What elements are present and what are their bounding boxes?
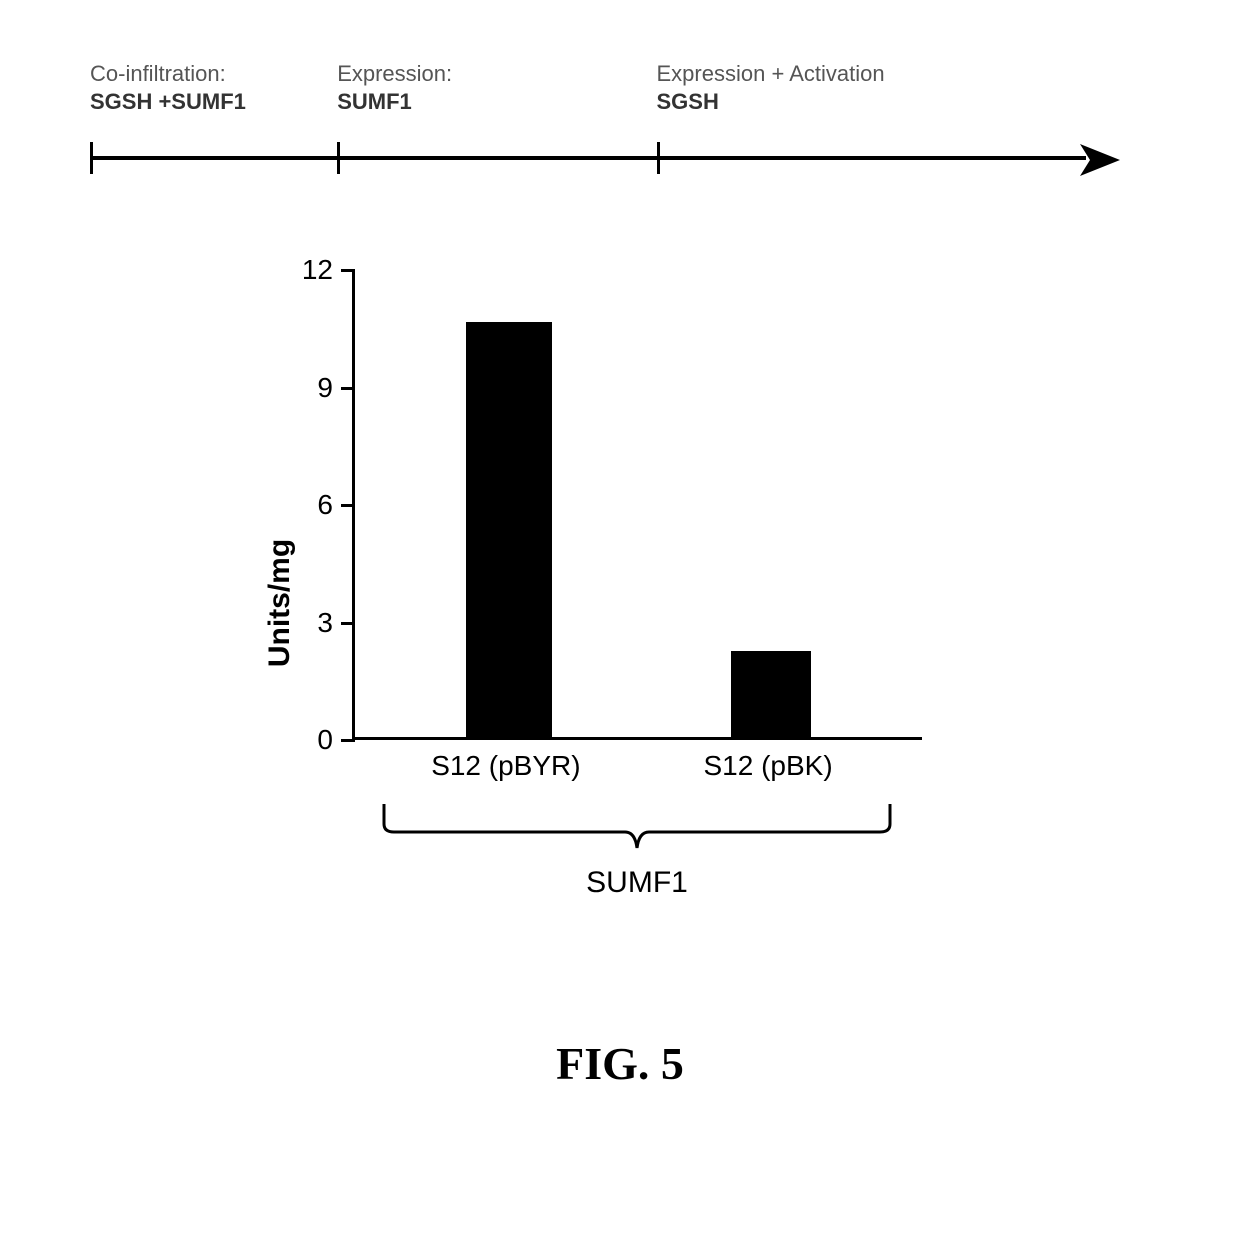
figure-caption: FIG. 5	[0, 1037, 1240, 1090]
y-tick-label: 0	[317, 724, 355, 756]
timeline-point-2: Expression + Activation SGSH	[657, 60, 885, 115]
y-tick-label: 6	[317, 489, 355, 521]
timeline-point-2-sub: SGSH	[657, 88, 885, 116]
plot-area: 036912	[352, 270, 922, 740]
x-label-0: S12 (pBYR)	[431, 750, 580, 782]
timeline-point-1-title: Expression:	[337, 60, 452, 88]
timeline-line	[90, 156, 1086, 160]
bar-0	[466, 322, 552, 737]
x-label-1: S12 (pBK)	[704, 750, 833, 782]
bar-chart: Units/mg 036912 S12 (pBYR) S12 (pBK) SUM…	[270, 270, 1010, 910]
timeline-point-0-sub: SGSH +SUMF1	[90, 88, 246, 116]
y-tick-label: 3	[317, 607, 355, 639]
timeline-arrowhead-icon	[1080, 140, 1120, 180]
bar-1	[731, 651, 811, 737]
timeline: Co-infiltration: SGSH +SUMF1 Expression:…	[90, 60, 1120, 200]
timeline-axis	[90, 138, 1120, 178]
x-axis-area: S12 (pBYR) S12 (pBK) SUMF1	[352, 740, 922, 910]
y-tick-label: 12	[302, 254, 355, 286]
timeline-tick-1	[337, 142, 340, 174]
figure-page: Co-infiltration: SGSH +SUMF1 Expression:…	[0, 0, 1240, 1240]
timeline-point-0-title: Co-infiltration:	[90, 60, 246, 88]
timeline-tick-2	[657, 142, 660, 174]
timeline-point-0: Co-infiltration: SGSH +SUMF1	[90, 60, 246, 115]
y-axis-label: Units/mg	[263, 539, 297, 667]
timeline-point-1-sub: SUMF1	[337, 88, 452, 116]
y-tick-label: 9	[317, 372, 355, 404]
timeline-point-1: Expression: SUMF1	[337, 60, 452, 115]
timeline-labels: Co-infiltration: SGSH +SUMF1 Expression:…	[90, 60, 1120, 122]
group-brace-icon	[382, 802, 892, 862]
timeline-tick-0	[90, 142, 93, 174]
x-group-label: SUMF1	[352, 866, 922, 900]
timeline-point-2-title: Expression + Activation	[657, 60, 885, 88]
